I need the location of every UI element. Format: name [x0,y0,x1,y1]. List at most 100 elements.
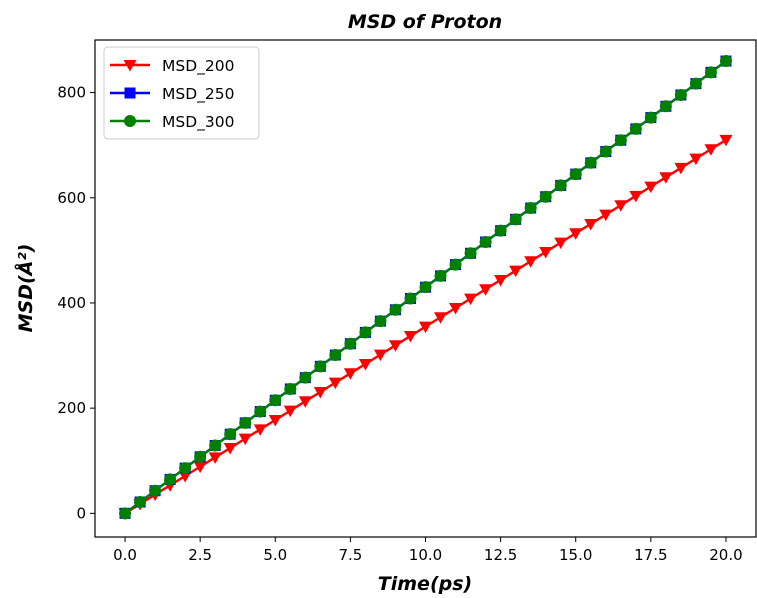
legend-label: MSD_200 [162,57,234,76]
data-point-msd-300 [584,156,597,169]
data-point-msd-300 [494,224,507,237]
data-point-msd-200 [313,386,327,399]
data-point-msd-300 [569,168,582,181]
data-point-msd-300 [539,190,552,203]
data-point-msd-300 [644,111,657,124]
x-tick-label: 15.0 [559,546,592,564]
data-point-msd-200 [373,349,387,362]
y-tick-label: 400 [57,294,86,312]
data-point-msd-300 [344,337,357,350]
legend-item-msd-200: MSD_200 [110,57,234,76]
legend-label: MSD_300 [162,113,234,132]
series-msd-300 [119,55,732,520]
x-tick-label: 12.5 [484,546,517,564]
data-point-msd-300 [359,326,372,339]
data-point-msd-300 [119,507,132,520]
data-point-msd-200 [268,414,282,427]
data-point-msd-200 [599,209,613,222]
data-point-msd-300 [479,235,492,248]
data-point-msd-200 [494,274,508,287]
data-point-msd-200 [719,134,733,147]
data-point-msd-300 [689,77,702,90]
x-axis: 0.0 2.5 5.0 7.5 10.0 12.5 15.0 17.5 20.0 [113,537,743,564]
data-point-msd-300 [464,247,477,260]
chart-title: MSD of Proton [348,11,502,33]
data-point-msd-300 [329,349,342,362]
data-point-msd-300 [449,258,462,271]
data-point-msd-200 [464,293,478,306]
data-point-msd-300 [704,66,717,79]
data-point-msd-300 [179,462,192,475]
data-point-msd-200 [343,368,357,380]
data-point-msd-300 [239,416,252,429]
data-point-msd-200 [434,312,448,324]
data-point-msd-300 [134,496,147,509]
x-tick-label: 2.5 [188,546,212,564]
series-layer [118,55,733,520]
data-point-msd-200 [388,340,402,352]
data-point-msd-300 [149,484,162,497]
data-point-msd-300 [164,473,177,486]
data-point-msd-300 [194,450,207,463]
data-point-msd-200 [449,302,463,315]
data-point-msd-200 [659,172,673,184]
data-point-msd-300 [374,315,387,328]
data-point-msd-200 [358,358,372,371]
data-point-msd-300 [509,213,522,226]
data-point-msd-200 [328,377,342,390]
data-point-msd-200 [539,246,553,259]
data-point-msd-200 [554,237,568,250]
data-point-msd-300 [719,55,732,68]
data-point-msd-200 [403,330,417,343]
legend-item-msd-250: MSD_250 [110,85,234,104]
data-point-msd-200 [479,284,493,296]
data-point-msd-200 [419,321,432,334]
data-point-msd-200 [689,153,703,166]
data-point-msd-300 [209,439,222,452]
y-axis: 0 200 400 600 800 [57,84,95,522]
data-point-msd-200 [644,181,658,194]
data-point-msd-300 [269,394,282,407]
y-tick-label: 0 [76,504,86,522]
legend-marker [123,60,137,72]
x-tick-label: 20.0 [709,546,742,564]
legend-label: MSD_250 [162,85,234,104]
x-tick-label: 0.0 [113,546,137,564]
data-point-msd-300 [299,371,312,384]
data-point-msd-200 [584,218,598,231]
legend: MSD_200 MSD_250 MSD_300 [103,46,260,140]
data-point-msd-300 [404,292,417,305]
data-point-msd-300 [419,281,432,294]
data-point-msd-200 [569,228,583,240]
legend-marker [124,87,136,99]
legend-item-msd-300: MSD_300 [110,113,234,132]
y-tick-label: 600 [57,189,86,207]
x-tick-label: 5.0 [263,546,287,564]
data-point-msd-300 [389,303,402,316]
data-point-msd-200 [674,162,688,175]
legend-marker [124,115,136,127]
data-point-msd-200 [704,144,718,156]
x-tick-label: 17.5 [634,546,667,564]
data-point-msd-200 [283,405,297,418]
data-point-msd-200 [253,424,267,436]
data-point-msd-200 [524,256,538,268]
data-point-msd-300 [659,100,672,113]
legend-box [103,46,260,140]
data-point-msd-300 [524,202,537,215]
x-tick-label: 7.5 [338,546,362,564]
data-point-msd-200 [509,265,523,278]
y-tick-label: 200 [57,399,86,417]
data-point-msd-200 [614,200,628,212]
data-point-msd-200 [298,396,312,408]
data-point-msd-200 [629,190,643,203]
data-point-msd-200 [208,452,222,464]
data-point-msd-300 [284,382,297,395]
data-point-msd-300 [629,122,642,135]
y-tick-label: 800 [57,84,86,102]
data-point-msd-200 [178,470,192,483]
data-point-msd-300 [224,428,237,441]
data-point-msd-300 [674,88,687,101]
data-point-msd-300 [599,145,612,158]
